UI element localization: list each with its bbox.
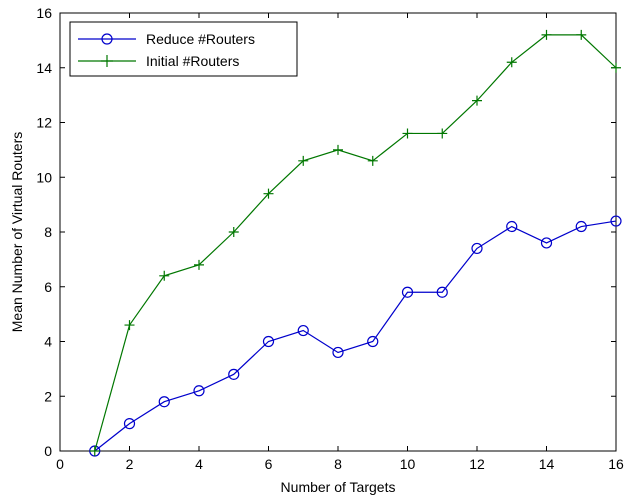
y-tick-label: 14	[36, 60, 52, 76]
x-tick-label: 0	[56, 456, 64, 472]
data-point	[228, 227, 239, 237]
y-tick-label: 2	[44, 388, 52, 404]
axis-tick-labels: 0 2 4 6 8 10 12 14 16 0 2 4 6 8 10 12 14 16	[36, 5, 624, 472]
data-point	[333, 144, 343, 155]
data-point	[402, 128, 413, 139]
data-point	[193, 385, 205, 397]
y-tick-label: 0	[44, 443, 52, 459]
data-point	[437, 128, 448, 139]
data-point	[262, 335, 275, 348]
y-tick-label: 4	[44, 334, 52, 350]
data-point	[158, 396, 170, 408]
series-initial-routers	[89, 29, 621, 456]
legend-label-initial: Initial #Routers	[146, 53, 239, 69]
data-point	[436, 286, 448, 298]
plot-area	[59, 12, 617, 452]
data-point	[194, 259, 204, 270]
data-point	[610, 215, 622, 227]
legend: Reduce #Routers Initial #Routers	[69, 21, 298, 77]
series-line	[94, 220, 617, 452]
x-axis-title: Number of Targets	[281, 479, 396, 495]
y-tick-label: 10	[36, 169, 52, 185]
data-point	[472, 95, 482, 106]
x-tick-label: 6	[265, 456, 273, 472]
y-tick-label: 8	[44, 224, 52, 240]
x-tick-label: 16	[608, 456, 624, 472]
data-point	[123, 418, 136, 430]
data-point	[506, 220, 518, 233]
data-point	[89, 446, 100, 456]
legend-marker-reduce	[101, 33, 113, 45]
data-point	[367, 155, 378, 166]
series-line	[94, 34, 617, 452]
x-tick-label: 2	[126, 456, 134, 472]
legend-box	[69, 21, 298, 77]
data-point	[367, 335, 379, 348]
data-point	[263, 188, 274, 199]
data-point	[159, 270, 170, 281]
data-point	[541, 29, 552, 40]
y-tick-label: 16	[36, 5, 52, 21]
data-point	[611, 62, 621, 73]
data-point	[506, 57, 517, 68]
x-tick-label: 14	[539, 456, 555, 472]
data-point	[471, 242, 483, 255]
data-point	[576, 29, 587, 40]
data-point	[575, 220, 587, 233]
y-tick-label: 12	[36, 115, 52, 131]
series-layer	[89, 29, 622, 457]
x-tick-label: 8	[334, 456, 342, 472]
series-reduce-routers	[89, 215, 622, 457]
data-point	[401, 286, 414, 298]
y-tick-label: 6	[44, 279, 52, 295]
legend-label-reduce: Reduce #Routers	[146, 31, 255, 47]
axis-ticks	[59, 12, 617, 452]
data-point	[124, 320, 135, 331]
x-tick-label: 4	[195, 456, 203, 472]
y-axis-title: Mean Number of Virtual Routers	[9, 132, 25, 333]
data-point	[298, 155, 309, 166]
x-tick-label: 10	[400, 456, 416, 472]
x-tick-label: 12	[469, 456, 485, 472]
data-point	[228, 368, 240, 380]
legend-marker-initial	[101, 55, 113, 67]
data-point	[540, 237, 553, 249]
data-point	[332, 346, 344, 359]
data-point	[297, 324, 309, 337]
